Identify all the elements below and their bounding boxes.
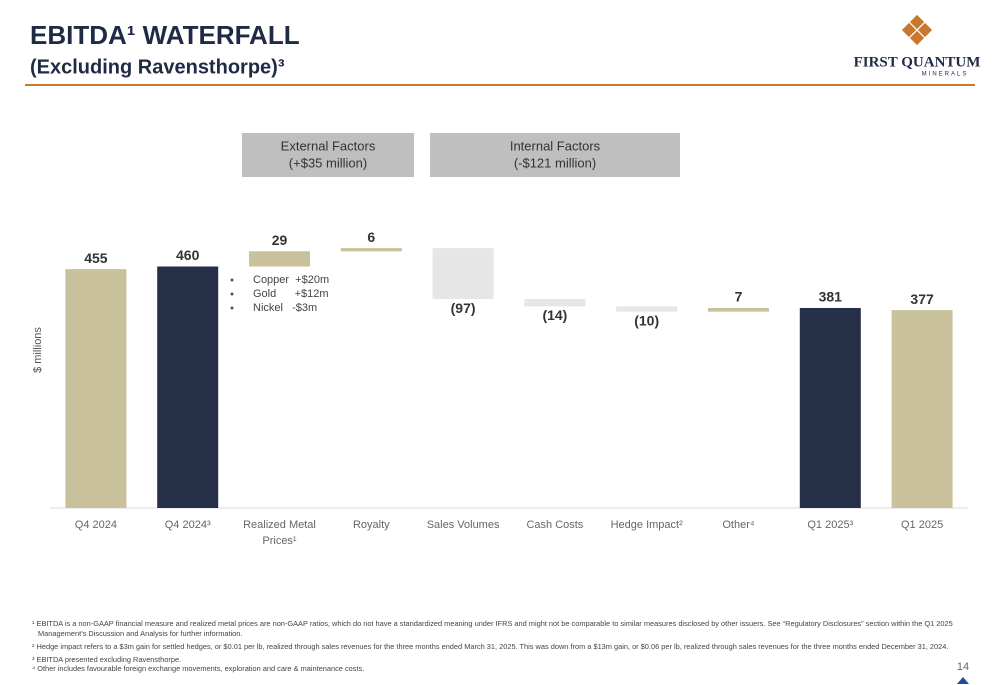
value-label: 460	[176, 247, 200, 263]
value-label: (14)	[542, 307, 567, 323]
logo-text: FIRST QUANTUM	[854, 54, 981, 70]
x-tick-label: Hedge Impact²	[610, 519, 683, 531]
group-subtitle: (-$121 million)	[514, 155, 596, 170]
footnote: ⁴ Other includes favourable foreign exch…	[32, 664, 365, 673]
value-label: 381	[819, 289, 843, 305]
group-title: External Factors	[281, 138, 376, 153]
logo-mark	[901, 14, 933, 46]
group-box	[242, 133, 414, 177]
group-subtitle: (+$35 million)	[289, 155, 367, 170]
value-label: 29	[272, 232, 288, 248]
bar	[891, 310, 953, 508]
bar	[249, 251, 310, 267]
x-tick-label: Sales Volumes	[426, 519, 500, 531]
logo-sub: MINERALS	[922, 72, 969, 78]
bar	[708, 307, 769, 312]
value-label: 377	[910, 291, 934, 307]
footnote: ² Hedge impact refers to a $3m gain for …	[32, 642, 949, 651]
footnote: ³ EBITDA presented excluding Ravensthorp…	[32, 655, 182, 664]
annotation: Copper +$20m	[253, 274, 329, 286]
x-tick-label: Realized Metal Prices¹	[243, 519, 316, 547]
annotation: Gold +$12m	[253, 288, 329, 300]
value-label: (97)	[451, 300, 476, 316]
bullet	[230, 292, 234, 296]
value-label: 6	[367, 229, 375, 245]
nav-arrow[interactable]	[957, 677, 969, 684]
value-label: (10)	[634, 312, 659, 328]
page-number: 14	[957, 661, 969, 673]
subtitle: (Excluding Ravensthorpe)³	[30, 56, 285, 78]
value-label: 7	[735, 289, 743, 305]
bar	[340, 248, 402, 252]
value-label: 455	[84, 250, 108, 266]
x-tick-label: Other⁴	[722, 519, 755, 531]
footnote: ¹ EBITDA is a non-GAAP financial measure…	[32, 619, 953, 638]
y-axis-label: $ millions	[32, 327, 44, 373]
group-title: Internal Factors	[510, 138, 601, 153]
bar	[616, 306, 678, 312]
bar	[524, 299, 586, 307]
group-box	[430, 133, 680, 177]
x-tick-label: Q4 2024³	[164, 519, 211, 531]
bar	[799, 307, 861, 508]
x-tick-label: Q1 2025	[900, 519, 944, 531]
x-tick-label: Q1 2025³	[807, 519, 854, 531]
bullet	[230, 278, 234, 282]
bar	[65, 269, 127, 508]
bar	[157, 266, 219, 508]
x-tick-label: Cash Costs	[526, 519, 584, 531]
x-tick-label: Royalty	[352, 519, 390, 531]
annotation: Nickel -$3m	[253, 302, 317, 314]
bar	[432, 248, 494, 300]
x-tick-label: Q4 2024	[74, 519, 117, 531]
bullet	[230, 306, 234, 310]
title: EBITDA¹ WATERFALL	[30, 20, 300, 50]
